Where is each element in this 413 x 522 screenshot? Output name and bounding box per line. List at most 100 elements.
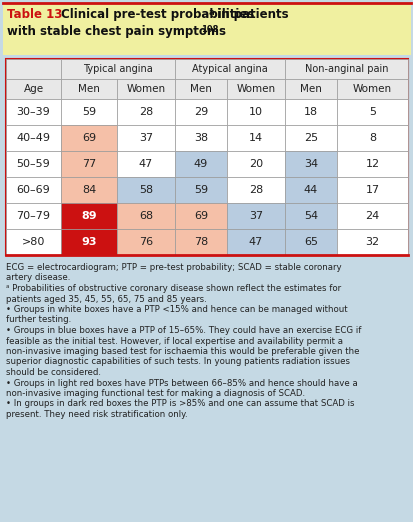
Bar bbox=[226, 203, 284, 229]
Text: Clinical pre-test probabilities: Clinical pre-test probabilities bbox=[61, 8, 254, 21]
Text: Women: Women bbox=[352, 84, 391, 94]
Text: 70–79: 70–79 bbox=[17, 211, 50, 221]
Bar bbox=[336, 151, 407, 177]
Text: 44: 44 bbox=[303, 185, 317, 195]
Text: 20: 20 bbox=[248, 159, 262, 169]
Bar bbox=[284, 151, 336, 177]
Bar bbox=[284, 79, 336, 99]
Bar bbox=[6, 59, 61, 79]
Text: non-invasive imaging functional test for making a diagnosis of SCAD.: non-invasive imaging functional test for… bbox=[6, 389, 304, 398]
Text: with stable chest pain symptoms: with stable chest pain symptoms bbox=[7, 25, 225, 38]
Bar bbox=[175, 203, 226, 229]
Text: Men: Men bbox=[299, 84, 321, 94]
Text: in patients: in patients bbox=[212, 8, 288, 21]
Bar bbox=[6, 59, 407, 255]
Bar bbox=[117, 125, 175, 151]
Text: ECG = electrocardiogram; PTP = pre-test probability; SCAD = stable coronary: ECG = electrocardiogram; PTP = pre-test … bbox=[6, 263, 341, 272]
Bar bbox=[336, 203, 407, 229]
Text: Typical angina: Typical angina bbox=[83, 64, 152, 74]
Text: 68: 68 bbox=[139, 211, 153, 221]
Text: 69: 69 bbox=[82, 133, 96, 143]
Text: • Groups in blue boxes have a PTP of 15–65%. They could have an exercise ECG if: • Groups in blue boxes have a PTP of 15–… bbox=[6, 326, 361, 335]
Bar bbox=[61, 125, 117, 151]
Text: 32: 32 bbox=[365, 237, 379, 247]
Text: 17: 17 bbox=[365, 185, 379, 195]
Text: 58: 58 bbox=[139, 185, 153, 195]
Text: Women: Women bbox=[126, 84, 165, 94]
Text: 25: 25 bbox=[303, 133, 317, 143]
Bar bbox=[6, 151, 61, 177]
Text: Table 13: Table 13 bbox=[7, 8, 62, 21]
Bar bbox=[336, 229, 407, 255]
Text: 65: 65 bbox=[303, 237, 317, 247]
Text: feasible as the initial test. However, if local expertise and availability permi: feasible as the initial test. However, i… bbox=[6, 337, 342, 346]
Text: 12: 12 bbox=[365, 159, 379, 169]
Text: artery disease.: artery disease. bbox=[6, 274, 70, 282]
Bar bbox=[61, 151, 117, 177]
Bar bbox=[117, 177, 175, 203]
Bar bbox=[61, 79, 117, 99]
Text: present. They need risk stratification only.: present. They need risk stratification o… bbox=[6, 410, 187, 419]
Text: a: a bbox=[209, 8, 214, 17]
Text: 24: 24 bbox=[365, 211, 379, 221]
Text: 60–69: 60–69 bbox=[17, 185, 50, 195]
Text: further testing.: further testing. bbox=[6, 315, 71, 325]
Text: Men: Men bbox=[78, 84, 100, 94]
Text: Atypical angina: Atypical angina bbox=[192, 64, 267, 74]
Text: 37: 37 bbox=[139, 133, 153, 143]
Bar bbox=[284, 177, 336, 203]
Text: >80: >80 bbox=[22, 237, 45, 247]
Bar bbox=[226, 99, 284, 125]
Text: 93: 93 bbox=[81, 237, 97, 247]
Text: should be considered.: should be considered. bbox=[6, 368, 101, 377]
Text: 50–59: 50–59 bbox=[17, 159, 50, 169]
Text: 47: 47 bbox=[248, 237, 263, 247]
Text: Women: Women bbox=[236, 84, 275, 94]
Bar bbox=[226, 177, 284, 203]
Text: 59: 59 bbox=[82, 107, 96, 117]
Bar bbox=[117, 99, 175, 125]
Text: 47: 47 bbox=[138, 159, 153, 169]
Bar bbox=[6, 203, 61, 229]
Text: non-invasive imaging based test for ischaemia this would be preferable given the: non-invasive imaging based test for isch… bbox=[6, 347, 358, 356]
Text: 78: 78 bbox=[193, 237, 208, 247]
Bar bbox=[175, 151, 226, 177]
Bar bbox=[61, 99, 117, 125]
Bar bbox=[117, 229, 175, 255]
Text: 54: 54 bbox=[303, 211, 317, 221]
Text: Men: Men bbox=[190, 84, 211, 94]
Bar bbox=[336, 79, 407, 99]
Bar bbox=[336, 99, 407, 125]
Bar bbox=[175, 229, 226, 255]
Bar bbox=[226, 79, 284, 99]
Bar bbox=[61, 177, 117, 203]
Bar bbox=[175, 125, 226, 151]
Bar bbox=[284, 203, 336, 229]
Bar bbox=[284, 229, 336, 255]
Bar bbox=[175, 79, 226, 99]
Bar bbox=[284, 99, 336, 125]
Bar bbox=[175, 177, 226, 203]
Text: 40–49: 40–49 bbox=[17, 133, 50, 143]
Bar bbox=[6, 125, 61, 151]
Bar bbox=[3, 3, 410, 55]
Text: patients aged 35, 45, 55, 65, 75 and 85 years.: patients aged 35, 45, 55, 65, 75 and 85 … bbox=[6, 294, 206, 303]
Text: 5: 5 bbox=[368, 107, 375, 117]
Text: 89: 89 bbox=[81, 211, 97, 221]
Text: Non-anginal pain: Non-anginal pain bbox=[304, 64, 387, 74]
Bar bbox=[61, 229, 117, 255]
Bar bbox=[226, 229, 284, 255]
Bar bbox=[117, 151, 175, 177]
Text: 76: 76 bbox=[139, 237, 153, 247]
Bar bbox=[6, 99, 61, 125]
Text: 84: 84 bbox=[82, 185, 96, 195]
Text: 18: 18 bbox=[303, 107, 317, 117]
Bar bbox=[336, 177, 407, 203]
Bar bbox=[226, 151, 284, 177]
Text: 14: 14 bbox=[248, 133, 262, 143]
Bar bbox=[175, 59, 284, 79]
Bar bbox=[336, 125, 407, 151]
Text: 77: 77 bbox=[82, 159, 96, 169]
Text: 28: 28 bbox=[248, 185, 263, 195]
Text: superior diagnostic capabilities of such tests. In young patients radiation issu: superior diagnostic capabilities of such… bbox=[6, 358, 349, 366]
